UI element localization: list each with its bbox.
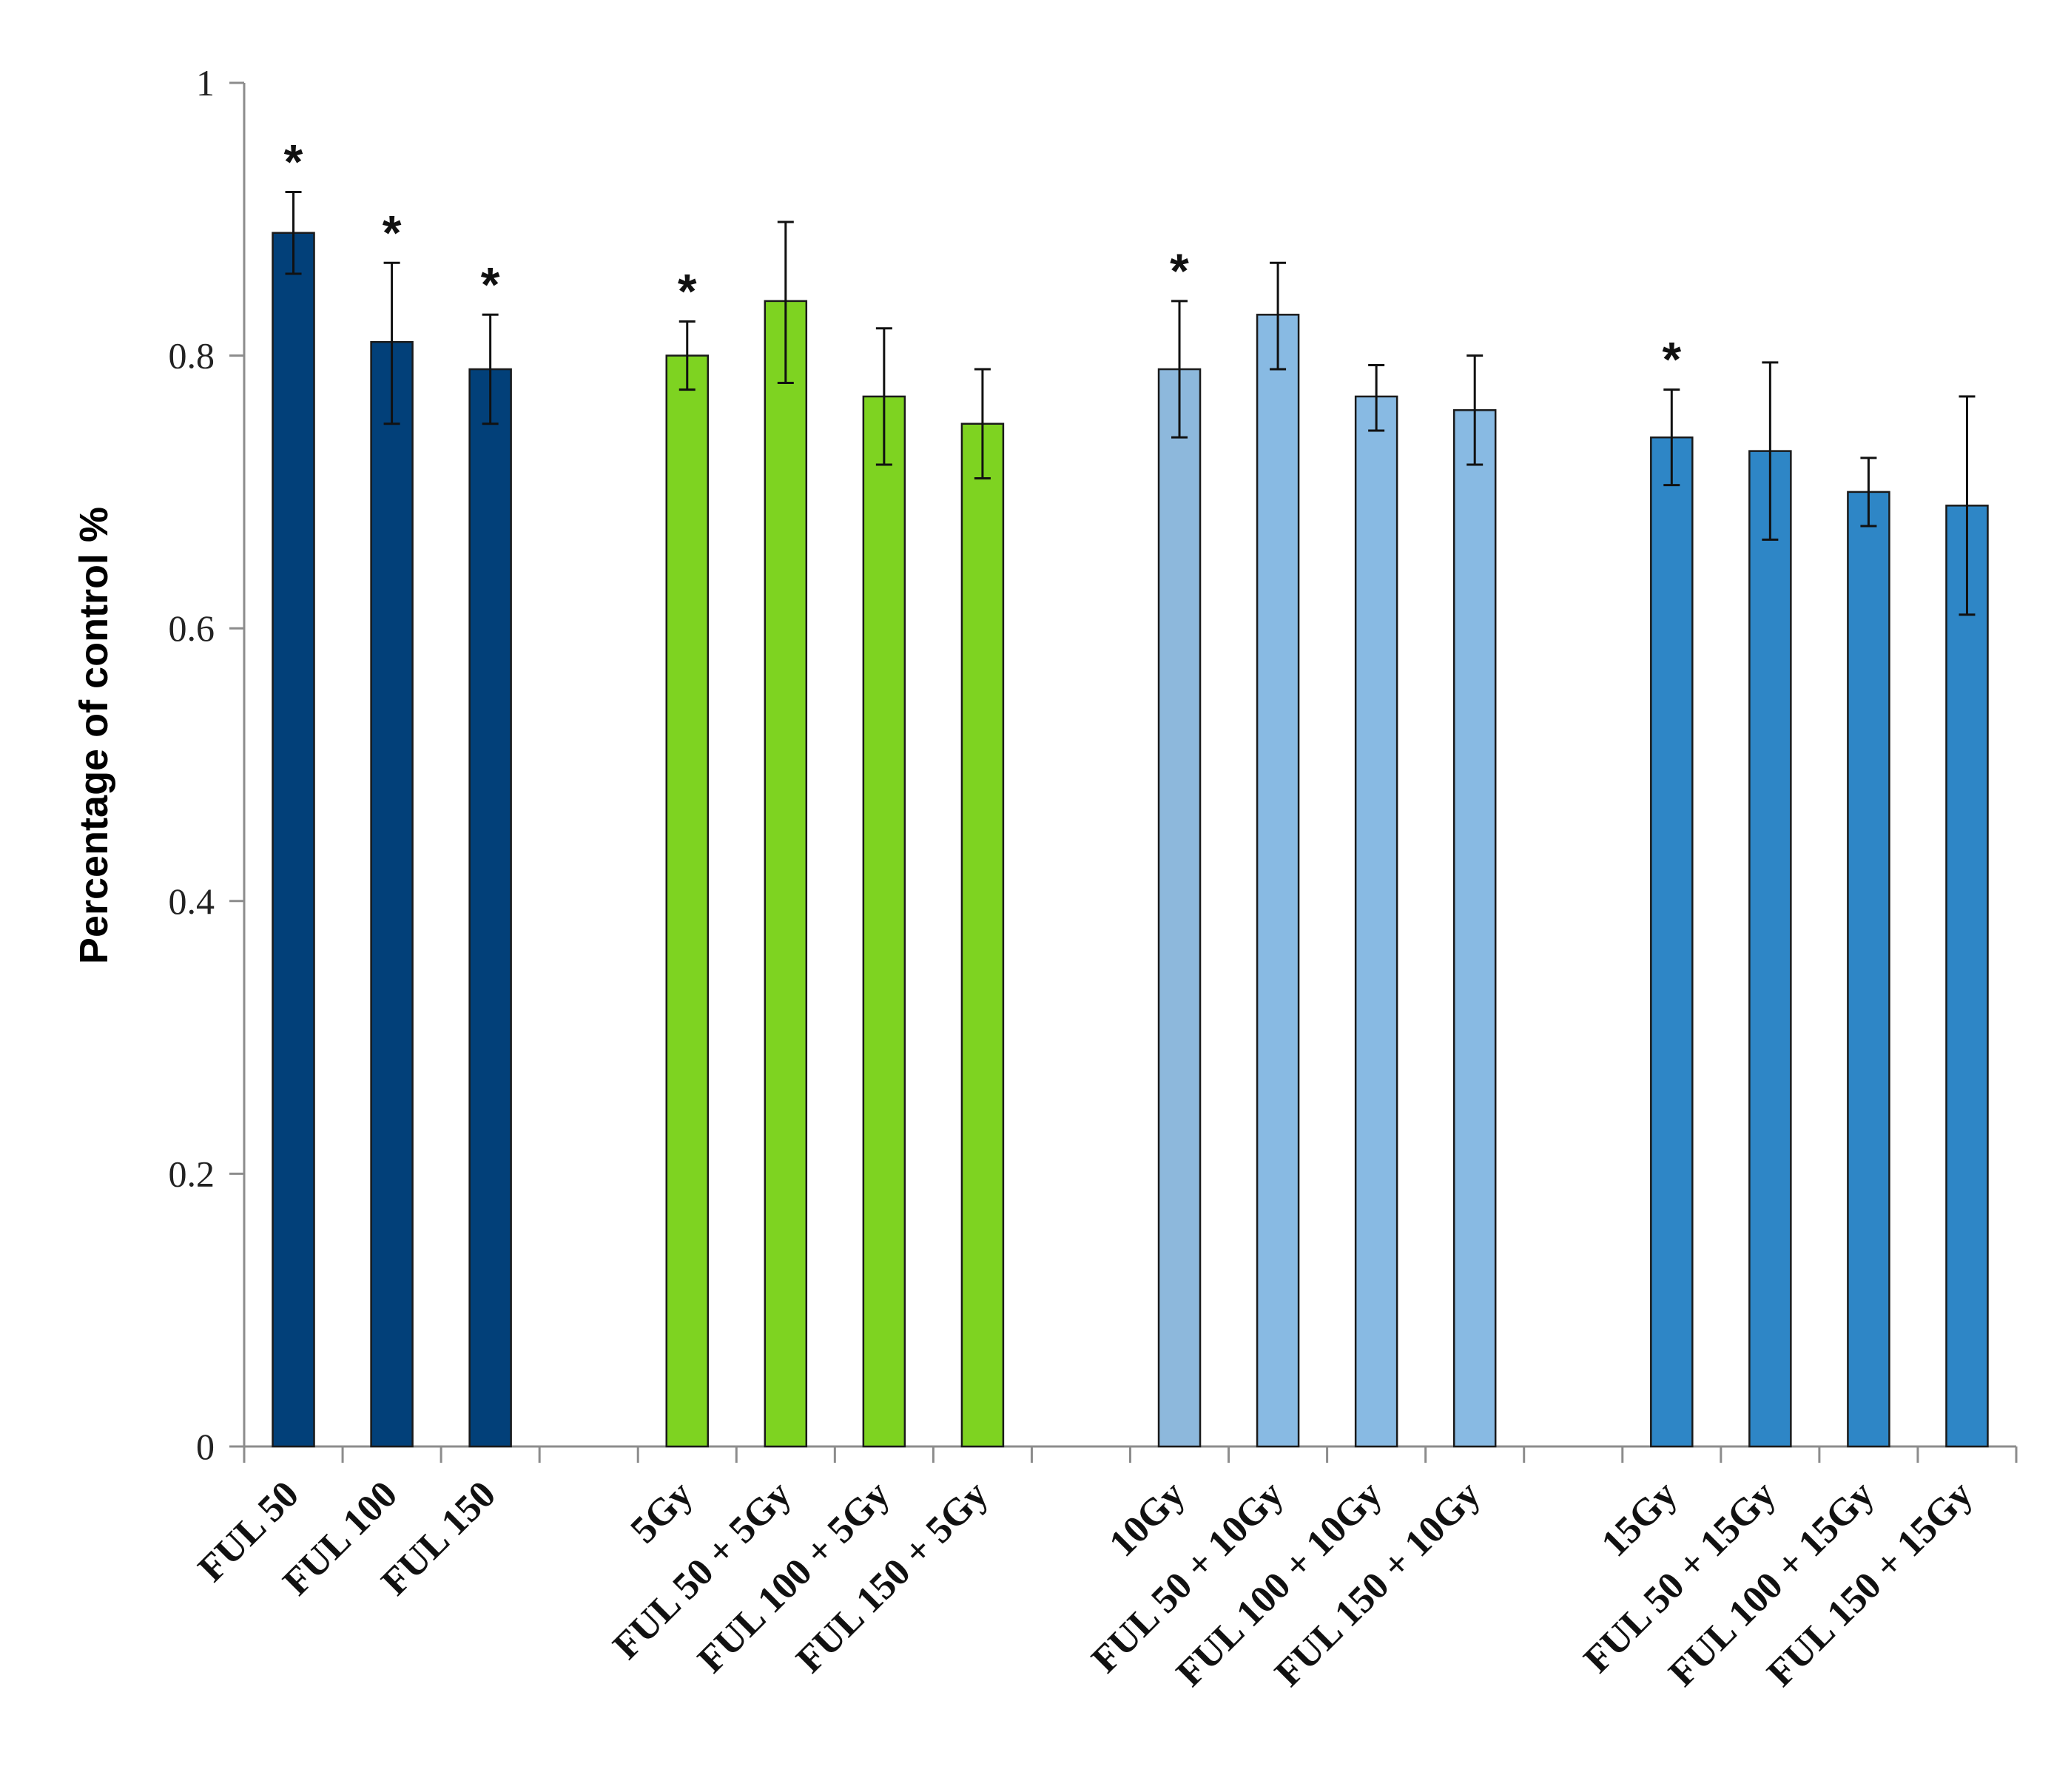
y-tick-label: 0.2: [169, 1153, 215, 1194]
bar: [1354, 395, 1398, 1448]
y-tick-label: 1: [196, 62, 215, 104]
bar: [764, 300, 808, 1448]
x-category-label: 15Gy: [1594, 1473, 1686, 1565]
significance-markers: * * * * * *: [284, 134, 1682, 386]
x-category-label: 10Gy: [1101, 1473, 1193, 1565]
error-bars: [285, 190, 1976, 616]
y-axis: 0 0.2 0.4 0.6 0.8 1: [169, 62, 246, 1467]
bar: [1452, 409, 1497, 1448]
x-category-label: 5Gy: [623, 1473, 701, 1552]
bar: [1157, 368, 1202, 1448]
y-tick-label: 0: [196, 1426, 215, 1467]
significance-asterisk: *: [284, 134, 303, 189]
y-axis-label: Percentage of control %: [72, 507, 116, 964]
bar: [1256, 314, 1300, 1448]
bar: [1748, 450, 1792, 1448]
bar: [665, 354, 709, 1448]
bar: [272, 232, 315, 1448]
x-axis: [243, 1445, 2018, 1463]
bar: [862, 395, 906, 1448]
bar: [1650, 436, 1694, 1448]
significance-asterisk: *: [1662, 332, 1681, 387]
significance-asterisk: *: [481, 257, 500, 311]
bar: [468, 368, 512, 1448]
y-tick-label: 0.8: [169, 335, 215, 377]
bar: [1847, 491, 1890, 1448]
y-tick-label: 0.4: [169, 880, 215, 922]
bar: [1945, 505, 1989, 1448]
significance-asterisk: *: [1170, 243, 1189, 298]
significance-asterisk: *: [678, 264, 697, 319]
bar: [960, 422, 1005, 1448]
bar: [370, 340, 414, 1448]
y-tick-label: 0.6: [169, 607, 215, 649]
bar-series: [272, 232, 1989, 1448]
significance-asterisk: *: [383, 205, 402, 260]
